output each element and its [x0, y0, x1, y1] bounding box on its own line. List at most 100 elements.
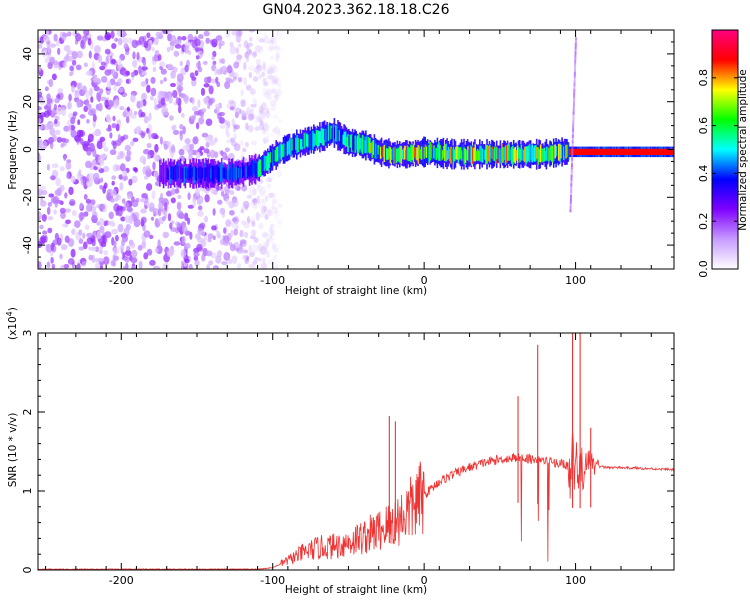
spectrogram-ridge: [493, 146, 496, 162]
colorbar-ticks: 0.0 0.2 0.4 0.6 0.8: [697, 69, 738, 278]
spectrogram-speckle: [75, 33, 82, 42]
spectrogram-speckle: [176, 201, 182, 211]
spectrogram-speckle: [266, 69, 271, 75]
spectrogram-speckle: [198, 34, 204, 40]
spectrogram-speckle: [42, 230, 48, 235]
spectrogram-speckle: [94, 246, 100, 253]
spectrogram-ridge: [253, 161, 256, 176]
spectrogram-speckle: [114, 196, 119, 202]
spectrogram-speckle: [131, 265, 136, 269]
spectrogram-ridge: [627, 148, 629, 155]
spectrogram-speckle: [134, 126, 142, 134]
spectrogram-ridge: [606, 148, 609, 155]
spectrogram-ridge: [260, 159, 262, 176]
spectrogram-ridge: [578, 148, 581, 155]
spectrogram-speckle: [196, 243, 203, 251]
spectrogram-ridge: [367, 137, 370, 153]
spectrogram-ridge: [544, 150, 547, 161]
spectrogram-speckle: [175, 39, 182, 45]
spectrogram-ridge: [312, 130, 314, 150]
spectrogram-speckle: [269, 99, 277, 107]
spectrogram-speckle: [63, 61, 67, 68]
spectrogram-ridge: [338, 130, 341, 142]
spectrogram-speckle: [130, 257, 138, 264]
colorbar-label: Normalized spectral amplitude: [737, 69, 749, 230]
spectrogram-speckle: [198, 117, 205, 125]
spectrogram-streak: [570, 172, 573, 175]
spectrogram-speckle: [99, 88, 104, 94]
spectrogram-ridge: [395, 148, 398, 163]
spectrogram-ridge: [193, 167, 195, 184]
spectrogram-speckle: [99, 65, 106, 71]
spectrogram-speckle: [116, 155, 121, 160]
spectrogram-speckle: [39, 212, 43, 218]
spectrogram-speckle: [234, 107, 241, 116]
spectrogram-ridge: [503, 147, 506, 160]
spectrogram-speckle: [43, 124, 51, 131]
spectrogram-speckle: [240, 89, 244, 97]
spectrogram-ridge: [190, 167, 193, 181]
spectrogram-speckle: [143, 230, 151, 238]
spectrogram-speckle: [149, 95, 154, 101]
spectrogram-speckle: [244, 141, 249, 148]
spectrogram-speckle: [237, 76, 243, 83]
spectrogram-speckle: [43, 140, 48, 149]
spectrogram-streak: [571, 143, 574, 147]
spectrogram-speckle: [86, 237, 94, 245]
spectrogram-ridge: [205, 167, 208, 178]
spectrogram-ridge: [579, 148, 582, 155]
spectrogram-speckle: [87, 37, 92, 46]
spectrogram-ridge: [543, 147, 546, 162]
spectrogram-ridge: [449, 149, 451, 162]
spectrogram-speckle: [218, 117, 225, 124]
spectrogram-ridge: [566, 144, 569, 158]
spectrogram-speckle: [170, 197, 176, 204]
spectrogram-ridge: [296, 135, 298, 154]
spectrogram-speckle: [159, 79, 164, 85]
spectrogram-speckle: [207, 233, 214, 240]
spectrogram-speckle: [275, 54, 280, 63]
spectrogram-speckle: [276, 30, 280, 38]
spectrogram-speckle: [139, 155, 146, 164]
spectrogram-speckle: [158, 201, 164, 211]
spectrogram-ridge: [436, 144, 439, 158]
spectrogram-ridge: [324, 129, 326, 140]
spectrogram-speckle: [85, 160, 92, 169]
spectrogram-speckle: [243, 76, 247, 86]
spectrogram-speckle: [196, 200, 201, 206]
snr-y-tick-label: 1: [21, 488, 34, 495]
spectrogram-speckle: [88, 254, 93, 261]
spectrogram-ridge: [203, 162, 205, 182]
spectrogram-speckle: [217, 199, 223, 205]
spectrogram-speckle: [222, 151, 228, 161]
spectrogram-ridge: [261, 156, 263, 173]
spectrogram-speckle: [228, 99, 235, 105]
spectrogram-ridge: [530, 145, 532, 160]
spectrogram-speckle: [180, 112, 185, 118]
spectrogram-speckle: [261, 257, 266, 264]
spectrogram-ridge: [390, 148, 393, 160]
spectrogram-ridge: [386, 148, 388, 160]
spectrogram-speckle: [211, 38, 218, 48]
spectrogram-ridge: [565, 144, 567, 159]
spectrogram-ridge: [635, 148, 638, 155]
spectrogram-ridge: [646, 148, 648, 155]
spectrogram-ridge: [451, 148, 453, 160]
spectrogram-speckle: [239, 248, 244, 253]
spectrogram-speckle: [251, 216, 255, 225]
spectrogram-speckle: [215, 255, 222, 264]
spectrogram-speckle: [208, 260, 214, 266]
spectrogram-ridge: [221, 162, 223, 182]
spectrogram-ridge: [461, 150, 463, 161]
spectrogram-ridge: [177, 165, 180, 178]
spectrogram-speckle: [240, 220, 247, 226]
spectrogram-speckle: [266, 75, 273, 80]
spectrogram-speckle: [256, 185, 262, 192]
spectrogram-speckle: [47, 44, 51, 53]
spectrogram-speckle: [258, 38, 265, 43]
spectrogram-ridge: [313, 133, 315, 147]
spectrogram-speckle: [267, 67, 273, 76]
spectrogram-ridge: [485, 145, 487, 164]
spectrogram-speckle: [205, 250, 213, 257]
spectrogram-speckle: [271, 128, 277, 133]
